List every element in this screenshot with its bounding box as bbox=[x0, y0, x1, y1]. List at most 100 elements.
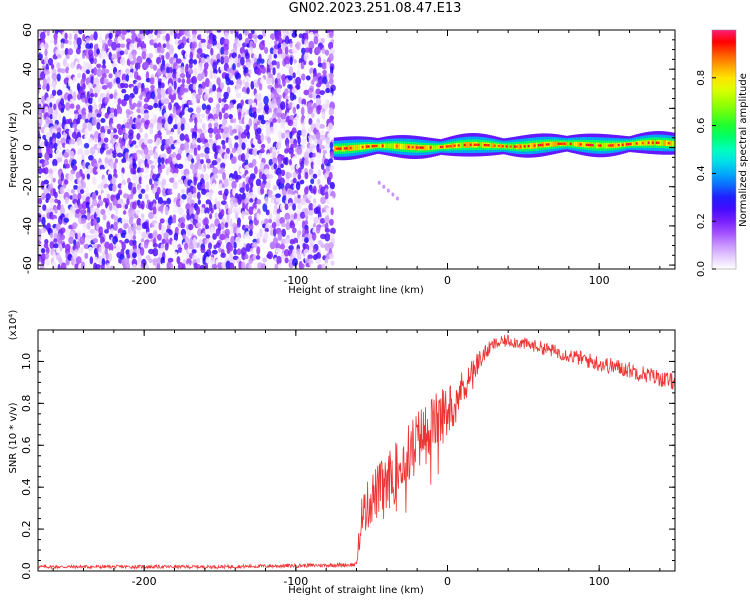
noise-cell bbox=[141, 153, 146, 160]
noise-cell bbox=[300, 160, 305, 170]
noise-cell bbox=[122, 210, 127, 215]
noise-cell bbox=[327, 132, 333, 138]
noise-cell bbox=[121, 98, 127, 107]
noise-cell bbox=[235, 83, 242, 90]
noise-cell bbox=[153, 180, 158, 190]
noise-cell bbox=[257, 92, 262, 103]
signal-peak bbox=[539, 143, 543, 147]
noise-cell bbox=[329, 115, 335, 121]
noise-cell bbox=[38, 197, 43, 205]
noise-cell bbox=[184, 51, 189, 59]
noise-cell bbox=[298, 167, 302, 174]
noise-cell bbox=[319, 145, 326, 150]
noise-cell bbox=[248, 206, 254, 215]
colorbar bbox=[712, 30, 736, 269]
noise-cell bbox=[172, 218, 177, 224]
noise-cell bbox=[45, 198, 49, 204]
signal-cell bbox=[437, 145, 441, 150]
noise-cell bbox=[237, 111, 242, 121]
noise-cell bbox=[325, 143, 330, 151]
noise-cell bbox=[82, 122, 88, 130]
noise-cell bbox=[328, 253, 335, 259]
noise-cell bbox=[264, 196, 269, 205]
noise-cell bbox=[219, 233, 225, 241]
noise-cell bbox=[191, 158, 195, 164]
noise-cell bbox=[212, 84, 217, 92]
noise-cell bbox=[204, 138, 209, 144]
noise-cell bbox=[57, 199, 61, 206]
noise-cell bbox=[87, 246, 94, 256]
noise-cell bbox=[44, 48, 48, 57]
noise-cell bbox=[153, 102, 159, 109]
noise-cell bbox=[320, 37, 326, 44]
noise-cell bbox=[268, 108, 273, 114]
noise-cell bbox=[83, 142, 90, 149]
noise-cell bbox=[97, 97, 102, 103]
noise-cell bbox=[232, 118, 237, 124]
noise-cell bbox=[275, 30, 282, 40]
noise-cell bbox=[52, 111, 58, 121]
noise-cell bbox=[279, 177, 285, 186]
signal-cell bbox=[663, 140, 667, 146]
signal-cell bbox=[511, 144, 515, 150]
noise-cell bbox=[82, 201, 87, 210]
noise-cell bbox=[288, 202, 293, 208]
noise-cell bbox=[82, 33, 86, 42]
noise-cell bbox=[176, 116, 182, 126]
signal-cell bbox=[353, 144, 357, 151]
noise-cell bbox=[251, 158, 257, 167]
noise-cell bbox=[40, 227, 47, 234]
noise-cell bbox=[196, 191, 201, 200]
noise-cell bbox=[324, 216, 330, 224]
noise-cell bbox=[122, 162, 126, 168]
noise-cell bbox=[86, 173, 91, 180]
noise-cell bbox=[272, 118, 277, 124]
noise-cell bbox=[125, 74, 130, 82]
noise-cell bbox=[180, 99, 187, 105]
noise-cell bbox=[173, 124, 179, 130]
noise-cell bbox=[255, 30, 262, 35]
noise-cell bbox=[115, 77, 121, 85]
noise-cell bbox=[233, 197, 238, 205]
signal-cell bbox=[341, 145, 345, 152]
noise-cell bbox=[117, 232, 122, 242]
noise-cell bbox=[140, 263, 145, 269]
noise-cell bbox=[65, 66, 70, 74]
noise-cell bbox=[114, 206, 119, 215]
noise-cell bbox=[121, 241, 126, 251]
signal-peak bbox=[591, 144, 595, 147]
noise-cell bbox=[283, 209, 287, 215]
noise-cell bbox=[49, 197, 55, 204]
noise-cell bbox=[63, 152, 69, 159]
noise-cell bbox=[287, 75, 293, 81]
noise-cell bbox=[111, 122, 118, 128]
noise-cell bbox=[296, 248, 301, 255]
noise-cell bbox=[262, 203, 268, 212]
noise-cell bbox=[296, 145, 303, 155]
noise-cell bbox=[198, 41, 203, 51]
noise-cell bbox=[274, 40, 278, 46]
noise-cell bbox=[165, 33, 170, 43]
noise-cell bbox=[112, 197, 118, 207]
noise-cell bbox=[204, 77, 210, 88]
noise-cell bbox=[193, 52, 197, 61]
signal-peak bbox=[557, 142, 561, 146]
noise-cell bbox=[129, 64, 134, 71]
noise-cell bbox=[108, 112, 115, 121]
noise-cell bbox=[307, 254, 314, 260]
noise-cell bbox=[75, 104, 81, 111]
noise-cell bbox=[94, 92, 98, 98]
noise-cell bbox=[301, 73, 306, 81]
signal-cell bbox=[573, 141, 577, 147]
noise-cell bbox=[243, 258, 250, 264]
noise-cell bbox=[223, 43, 229, 52]
noise-cell bbox=[329, 164, 335, 171]
noise-cell bbox=[244, 94, 249, 100]
signal-peak bbox=[541, 143, 545, 147]
noise-cell bbox=[131, 140, 137, 145]
noise-cell bbox=[123, 83, 129, 89]
noise-cell bbox=[43, 159, 49, 167]
noise-cell bbox=[179, 42, 185, 49]
noise-cell bbox=[82, 161, 86, 170]
